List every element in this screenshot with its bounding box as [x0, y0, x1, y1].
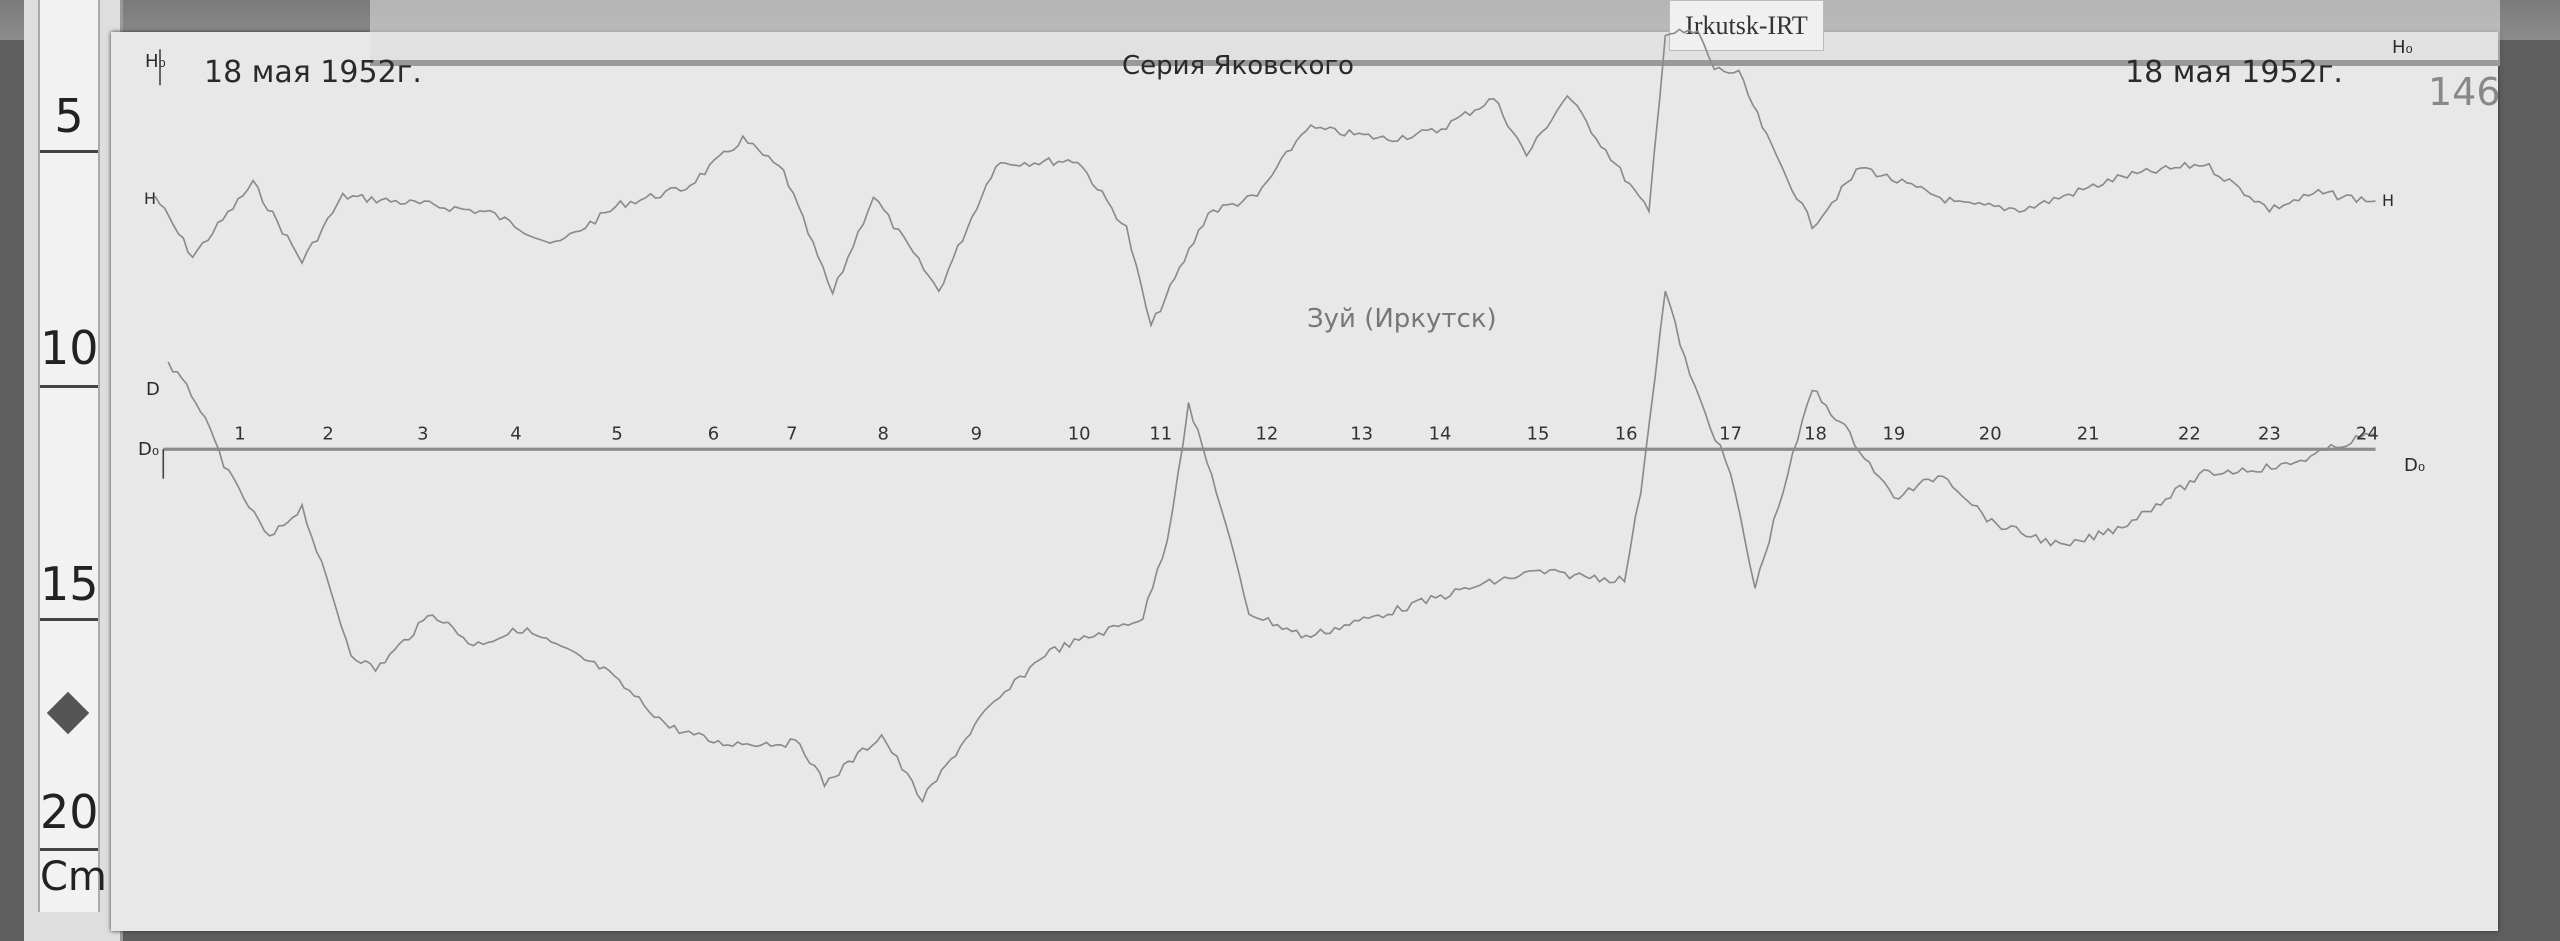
ruler-mark-10: 10: [40, 321, 99, 375]
station-tag: Irkutsk-IRT: [1669, 0, 1824, 51]
ruler-divider: [40, 150, 98, 153]
ruler-scale: 5 10 15 20 Cm: [38, 0, 107, 912]
d0-label-left: D₀: [138, 439, 160, 460]
ruler-divider: [40, 618, 98, 621]
ruler-divider: [40, 848, 98, 851]
d0-label-right: D₀: [2404, 455, 2426, 476]
hour-tick-24: 24: [2356, 423, 2379, 444]
d-trace-label: D: [146, 379, 160, 400]
series-title: Серия Яковского: [1122, 51, 1354, 81]
hour-tick-6: 6: [708, 423, 719, 444]
hour-tick-12: 12: [1256, 423, 1279, 444]
hour-tick-15: 15: [1527, 423, 1550, 444]
hour-tick-9: 9: [971, 423, 982, 444]
ruler-unit: Cm: [40, 854, 107, 900]
hour-tick-7: 7: [786, 423, 797, 444]
hour-tick-19: 19: [1882, 423, 1905, 444]
h-component-trace: [154, 28, 2376, 328]
hour-tick-3: 3: [417, 423, 428, 444]
h-trace-label-right: H: [2382, 191, 2395, 210]
hour-tick-18: 18: [1804, 423, 1827, 444]
hour-tick-20: 20: [1979, 423, 2002, 444]
hour-tick-21: 21: [2077, 423, 2100, 444]
hour-tick-8: 8: [878, 423, 889, 444]
hour-tick-1: 1: [234, 423, 245, 444]
hour-tick-13: 13: [1350, 423, 1373, 444]
ruler-mark-15: 15: [40, 557, 99, 611]
ruler-mark-20: 20: [40, 785, 99, 839]
hour-tick-23: 23: [2258, 423, 2281, 444]
date-right: 18 мая 1952г.: [2125, 55, 2343, 90]
hour-tick-22: 22: [2178, 423, 2201, 444]
station-annotation: Зуй (Иркутск): [1307, 304, 1497, 334]
d-component-trace: [167, 290, 2376, 804]
ruler-divider: [40, 385, 98, 388]
date-left: 18 мая 1952г.: [204, 55, 422, 90]
ruler-mark-5: 5: [54, 89, 84, 143]
hour-tick-5: 5: [611, 423, 622, 444]
page-number: 146: [2428, 70, 2501, 114]
magnetogram-paper: [111, 32, 2498, 931]
hour-tick-2: 2: [322, 423, 333, 444]
hour-ticks: 1 2 3 4 5 6 7 8 9 10 11 12 13 14 15 16 17 18 19 20 21 22 23 24: [234, 423, 2378, 444]
hour-tick-11: 11: [1149, 423, 1172, 444]
measurement-ruler: 5 10 15 20 Cm: [24, 0, 123, 941]
hour-tick-4: 4: [510, 423, 521, 444]
hour-tick-17: 17: [1719, 423, 1742, 444]
h-trace-label-left: H: [144, 189, 157, 208]
h0-label-right: H₀: [2392, 37, 2413, 58]
hour-tick-16: 16: [1615, 423, 1638, 444]
tape-strip: [370, 0, 2500, 66]
hour-tick-14: 14: [1429, 423, 1452, 444]
hour-tick-10: 10: [1068, 423, 1091, 444]
